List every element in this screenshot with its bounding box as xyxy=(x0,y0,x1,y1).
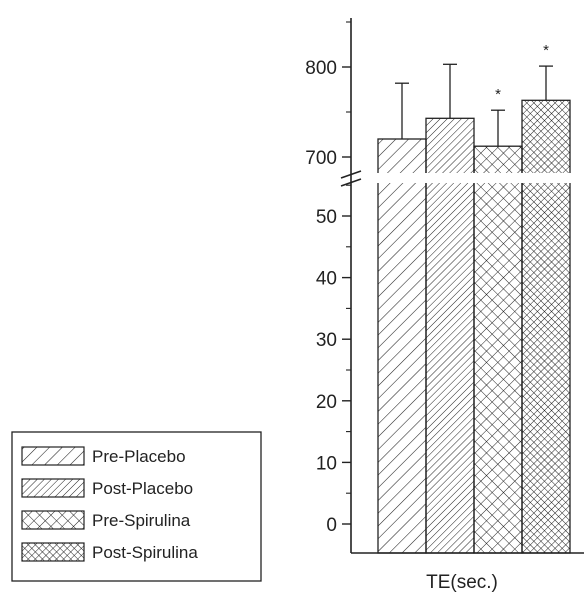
significance-star: * xyxy=(543,42,549,59)
legend-swatch-pre-placebo xyxy=(21,446,85,466)
bar-post-spirulina xyxy=(521,99,571,554)
y-tick-label: 20 xyxy=(316,392,337,413)
y-tick-label: 50 xyxy=(316,207,337,228)
y-tick-label: 0 xyxy=(326,515,337,536)
legend-label-pre-spirulina: Pre-Spirulina xyxy=(92,511,191,530)
significance-markers: ** xyxy=(495,42,549,103)
bar-pre-placebo xyxy=(377,138,427,554)
legend-label-post-spirulina: Post-Spirulina xyxy=(92,543,198,562)
y-tick-label: 40 xyxy=(316,269,337,290)
legend-label-post-placebo: Post-Placebo xyxy=(92,479,193,498)
x-axis-label: TE(sec.) xyxy=(426,572,498,593)
significance-star: * xyxy=(495,86,501,103)
y-axis: 0 10 20 30 40 50 700 800 xyxy=(305,18,584,554)
y-tick-label: 30 xyxy=(316,330,337,351)
legend-swatch-pre-spirulina xyxy=(21,510,85,530)
bars-layer xyxy=(377,99,571,554)
y-tick-label: 700 xyxy=(305,148,337,169)
bar-post-placebo xyxy=(425,117,475,554)
y-tick-label: 800 xyxy=(305,58,337,79)
legend: Pre-Placebo Post-Placebo Pre-Spirulina Post… xyxy=(11,431,262,582)
axis-break-gap xyxy=(340,173,584,183)
y-tick-label: 10 xyxy=(316,453,337,474)
error-bars-layer xyxy=(395,63,553,147)
legend-swatch-post-spirulina xyxy=(21,542,85,562)
bar-pre-spirulina xyxy=(473,145,523,554)
legend-label-pre-placebo: Pre-Placebo xyxy=(92,447,186,466)
legend-swatch-post-placebo xyxy=(21,478,85,498)
